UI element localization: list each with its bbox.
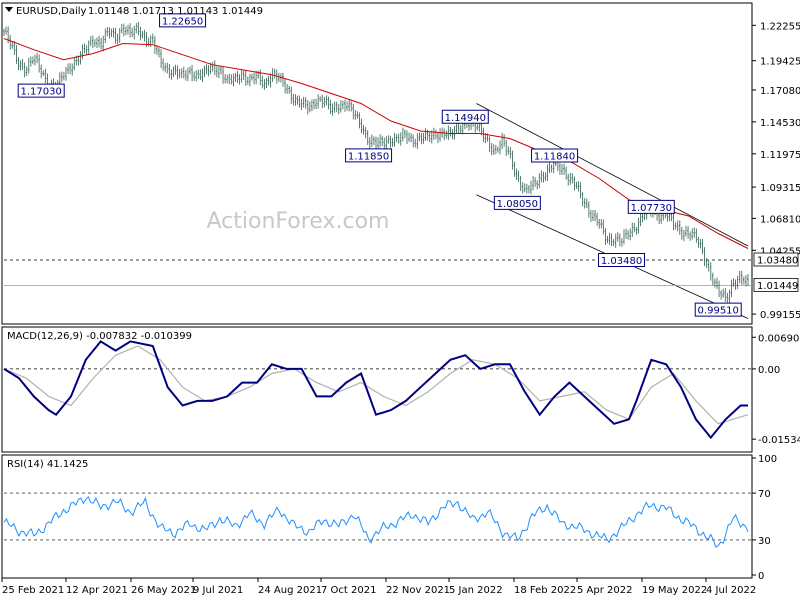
macd-title: MACD(12,26,9) -0.007832 -0.010399	[7, 331, 192, 342]
x-tick-label: 19 May 2022	[642, 585, 707, 596]
level-annotation-text: 0.99510	[698, 306, 739, 317]
x-tick-label: 12 Apr 2021	[66, 585, 128, 596]
x-tick-label: 5 Apr 2022	[577, 585, 632, 596]
rsi-y-tick-label: 0	[758, 571, 764, 582]
price-panel-frame	[1, 2, 753, 325]
level-annotation: 1.03480	[598, 253, 646, 267]
price-y-tick-label: 1.04255	[760, 246, 800, 257]
price-y-tick-label: 1.11975	[760, 150, 800, 161]
price-y-tick-label: 1.17080	[760, 86, 800, 97]
level-annotation-text: 1.22650	[162, 16, 203, 27]
x-tick-label: 25 Feb 2021	[2, 585, 64, 596]
level-annotation-text: 1.11850	[348, 151, 389, 162]
level-annotation: 0.99510	[694, 302, 742, 317]
macd-y-tick-label: -0.015348	[758, 435, 800, 446]
level-annotation: 1.17030	[17, 83, 65, 98]
price-tag-level: 1.03480	[753, 252, 799, 267]
rsi-y-tick-label: 30	[758, 536, 771, 547]
level-annotation-text: 1.08050	[497, 199, 538, 210]
level-annotation-text: 1.03480	[601, 256, 642, 267]
macd-signal-line	[3, 345, 749, 425]
rsi-line	[3, 496, 749, 548]
macd-y-tick-label: 0.006906	[758, 333, 800, 344]
x-tick-label: 7 Oct 2021	[321, 585, 376, 596]
price-tag-text: 1.01449	[757, 281, 798, 292]
rsi-y-tick-label: 100	[758, 454, 777, 465]
x-tick-label: 26 May 2021	[131, 585, 196, 596]
x-tick-label: 5 Jan 2022	[449, 585, 503, 596]
macd-line	[3, 340, 748, 440]
x-tick-label: 24 Aug 2021	[258, 585, 322, 596]
level-annotation: 1.14940	[441, 109, 489, 124]
price-tag-text: 1.03480	[757, 256, 798, 267]
level-annotation: 1.11840	[531, 148, 579, 163]
price-y-tick-label: 1.14530	[760, 118, 800, 129]
ohlc-values: 1.01148 1.01713 1.01143 1.01449	[88, 6, 263, 17]
rsi-title: RSI(14) 41.1425	[7, 459, 88, 470]
level-annotation-text: 1.14940	[445, 113, 486, 124]
price-tag-current: 1.01449	[753, 277, 799, 292]
level-annotation-text: 1.17030	[21, 87, 62, 98]
level-annotation: 1.08050	[493, 195, 541, 210]
level-annotation: 1.22650	[159, 13, 207, 28]
level-annotation-text: 1.07730	[631, 203, 672, 214]
channel-upper-line	[476, 103, 749, 247]
level-annotation-text: 1.11840	[534, 152, 575, 163]
price-y-tick-label: 1.22255	[760, 21, 800, 32]
x-tick-label: 18 Feb 2022	[514, 585, 576, 596]
x-tick-label: 22 Nov 2021	[386, 585, 450, 596]
x-tick-label: 9 Jul 2021	[193, 585, 243, 596]
dropdown-triangle-icon[interactable]	[5, 7, 13, 12]
price-y-tick-label: 0.99155	[760, 310, 800, 321]
rsi-y-tick-label: 70	[758, 489, 771, 500]
macd-panel-frame	[1, 326, 753, 453]
price-y-tick-label: 1.09315	[760, 183, 800, 194]
level-annotation: 1.07730	[627, 199, 675, 214]
level-annotation: 1.11850	[345, 148, 393, 163]
price-y-tick-label: 1.06810	[760, 214, 800, 225]
macd-y-tick-label: 0.00	[758, 365, 780, 376]
price-y-tick-label: 1.19425	[760, 57, 800, 68]
watermark: ActionForex.com	[207, 209, 390, 234]
moving-average-line	[3, 38, 749, 249]
symbol-label: EURUSD,Daily	[16, 6, 87, 17]
x-tick-label: 4 Jul 2022	[706, 585, 756, 596]
rsi-panel-frame	[1, 454, 753, 579]
